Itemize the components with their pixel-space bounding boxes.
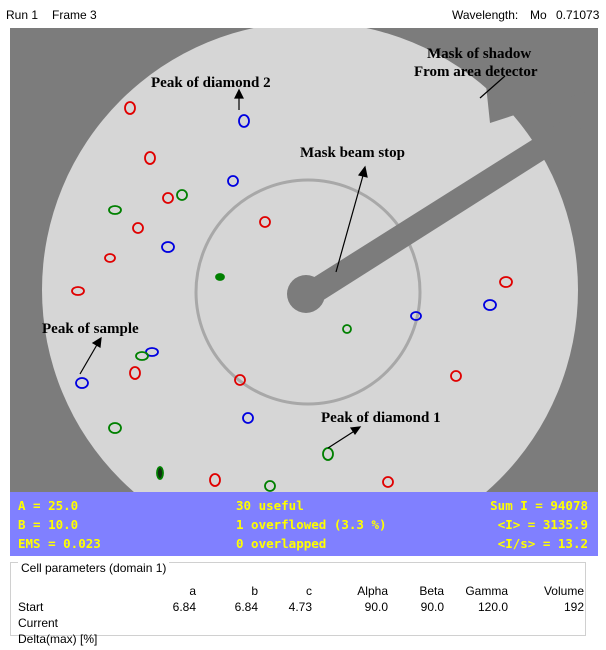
column-header: c (252, 584, 312, 598)
diffraction-image: Mask of shadow From area detector Peak o… (10, 28, 598, 492)
stat-line: <I/s> = 13.2 (490, 534, 588, 553)
stat-line: A = 25.0 (18, 496, 101, 515)
annotation: Peak of diamond 2 (151, 75, 271, 91)
beam-stop (287, 275, 325, 313)
cell: 90.0 (384, 600, 444, 614)
column-header: Beta (384, 584, 444, 598)
column-header: Gamma (448, 584, 508, 598)
cell: 192 (524, 600, 584, 614)
stat-line: <I> = 3135.9 (490, 515, 588, 534)
column-header: Volume (524, 584, 584, 598)
column-header: b (198, 584, 258, 598)
stat-line: EMS = 0.023 (18, 534, 101, 553)
row-label: Delta(max) [%] (18, 632, 97, 646)
stat-line: Sum I = 94078 (490, 496, 588, 515)
annotation: Peak of sample (42, 321, 139, 337)
annotation: Peak of diamond 1 (321, 410, 441, 426)
cell: 6.84 (198, 600, 258, 614)
stats-right: Sum I = 94078<I> = 3135.9<I/s> = 13.2 (490, 496, 588, 553)
stat-line: B = 10.0 (18, 515, 101, 534)
cell: 120.0 (448, 600, 508, 614)
annotation: Mask beam stop (300, 145, 405, 161)
stat-line: 1 overflowed (3.3 %) (236, 515, 387, 534)
stat-line: 30 useful (236, 496, 387, 515)
row-label: Current (18, 616, 58, 630)
annotation: From area detector (414, 64, 538, 80)
annotation: Mask of shadow (427, 46, 531, 62)
cell: 4.73 (252, 600, 312, 614)
cell: 90.0 (328, 600, 388, 614)
column-header: a (136, 584, 196, 598)
wavelength-element: Mo (530, 8, 547, 22)
run: Run 1 (6, 8, 38, 22)
stat-line: 0 overlapped (236, 534, 387, 553)
title-bar: Run 1 Frame 3 Wavelength: Mo 0.71073 (0, 0, 606, 28)
group-title: Cell parameters (domain 1) (18, 561, 169, 575)
cell: 6.84 (136, 600, 196, 614)
row-label: Start (18, 600, 43, 614)
wavelength-value: 0.71073 (556, 8, 599, 22)
page: Run 1 Frame 3 Wavelength: Mo 0.71073 (0, 0, 606, 650)
frame: Frame 3 (52, 8, 97, 22)
column-header: Alpha (328, 584, 388, 598)
wavelength-label: Wavelength: (452, 8, 518, 22)
